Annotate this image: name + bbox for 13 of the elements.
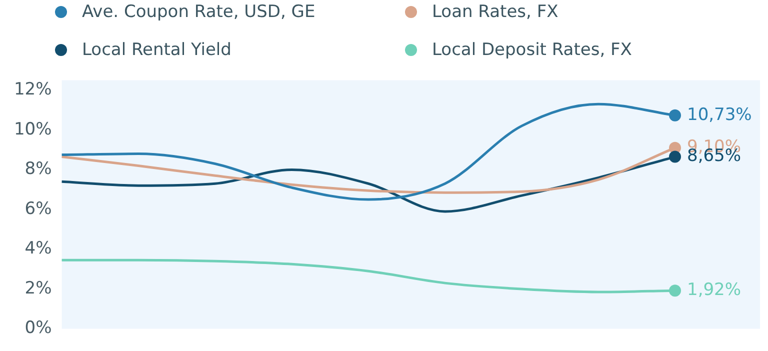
legend-label: Local Rental Yield — [82, 40, 232, 60]
legend-label: Local Deposit Rates, FX — [432, 40, 632, 60]
y-tick-label: 0% — [24, 318, 52, 338]
y-tick-label: 10% — [14, 119, 52, 140]
y-tick-label: 4% — [24, 238, 52, 259]
data-label: 10,73% — [687, 104, 752, 125]
y-tick-label: 12% — [14, 80, 52, 100]
legend-label: Ave. Coupon Rate, USD, GE — [82, 2, 316, 22]
y-tick-label: 6% — [24, 198, 52, 219]
legend-label: Loan Rates, FX — [432, 2, 558, 22]
data-label: 1,92% — [687, 280, 742, 300]
y-tick-label: 2% — [24, 278, 52, 298]
y-tick-label: 8% — [24, 159, 52, 180]
